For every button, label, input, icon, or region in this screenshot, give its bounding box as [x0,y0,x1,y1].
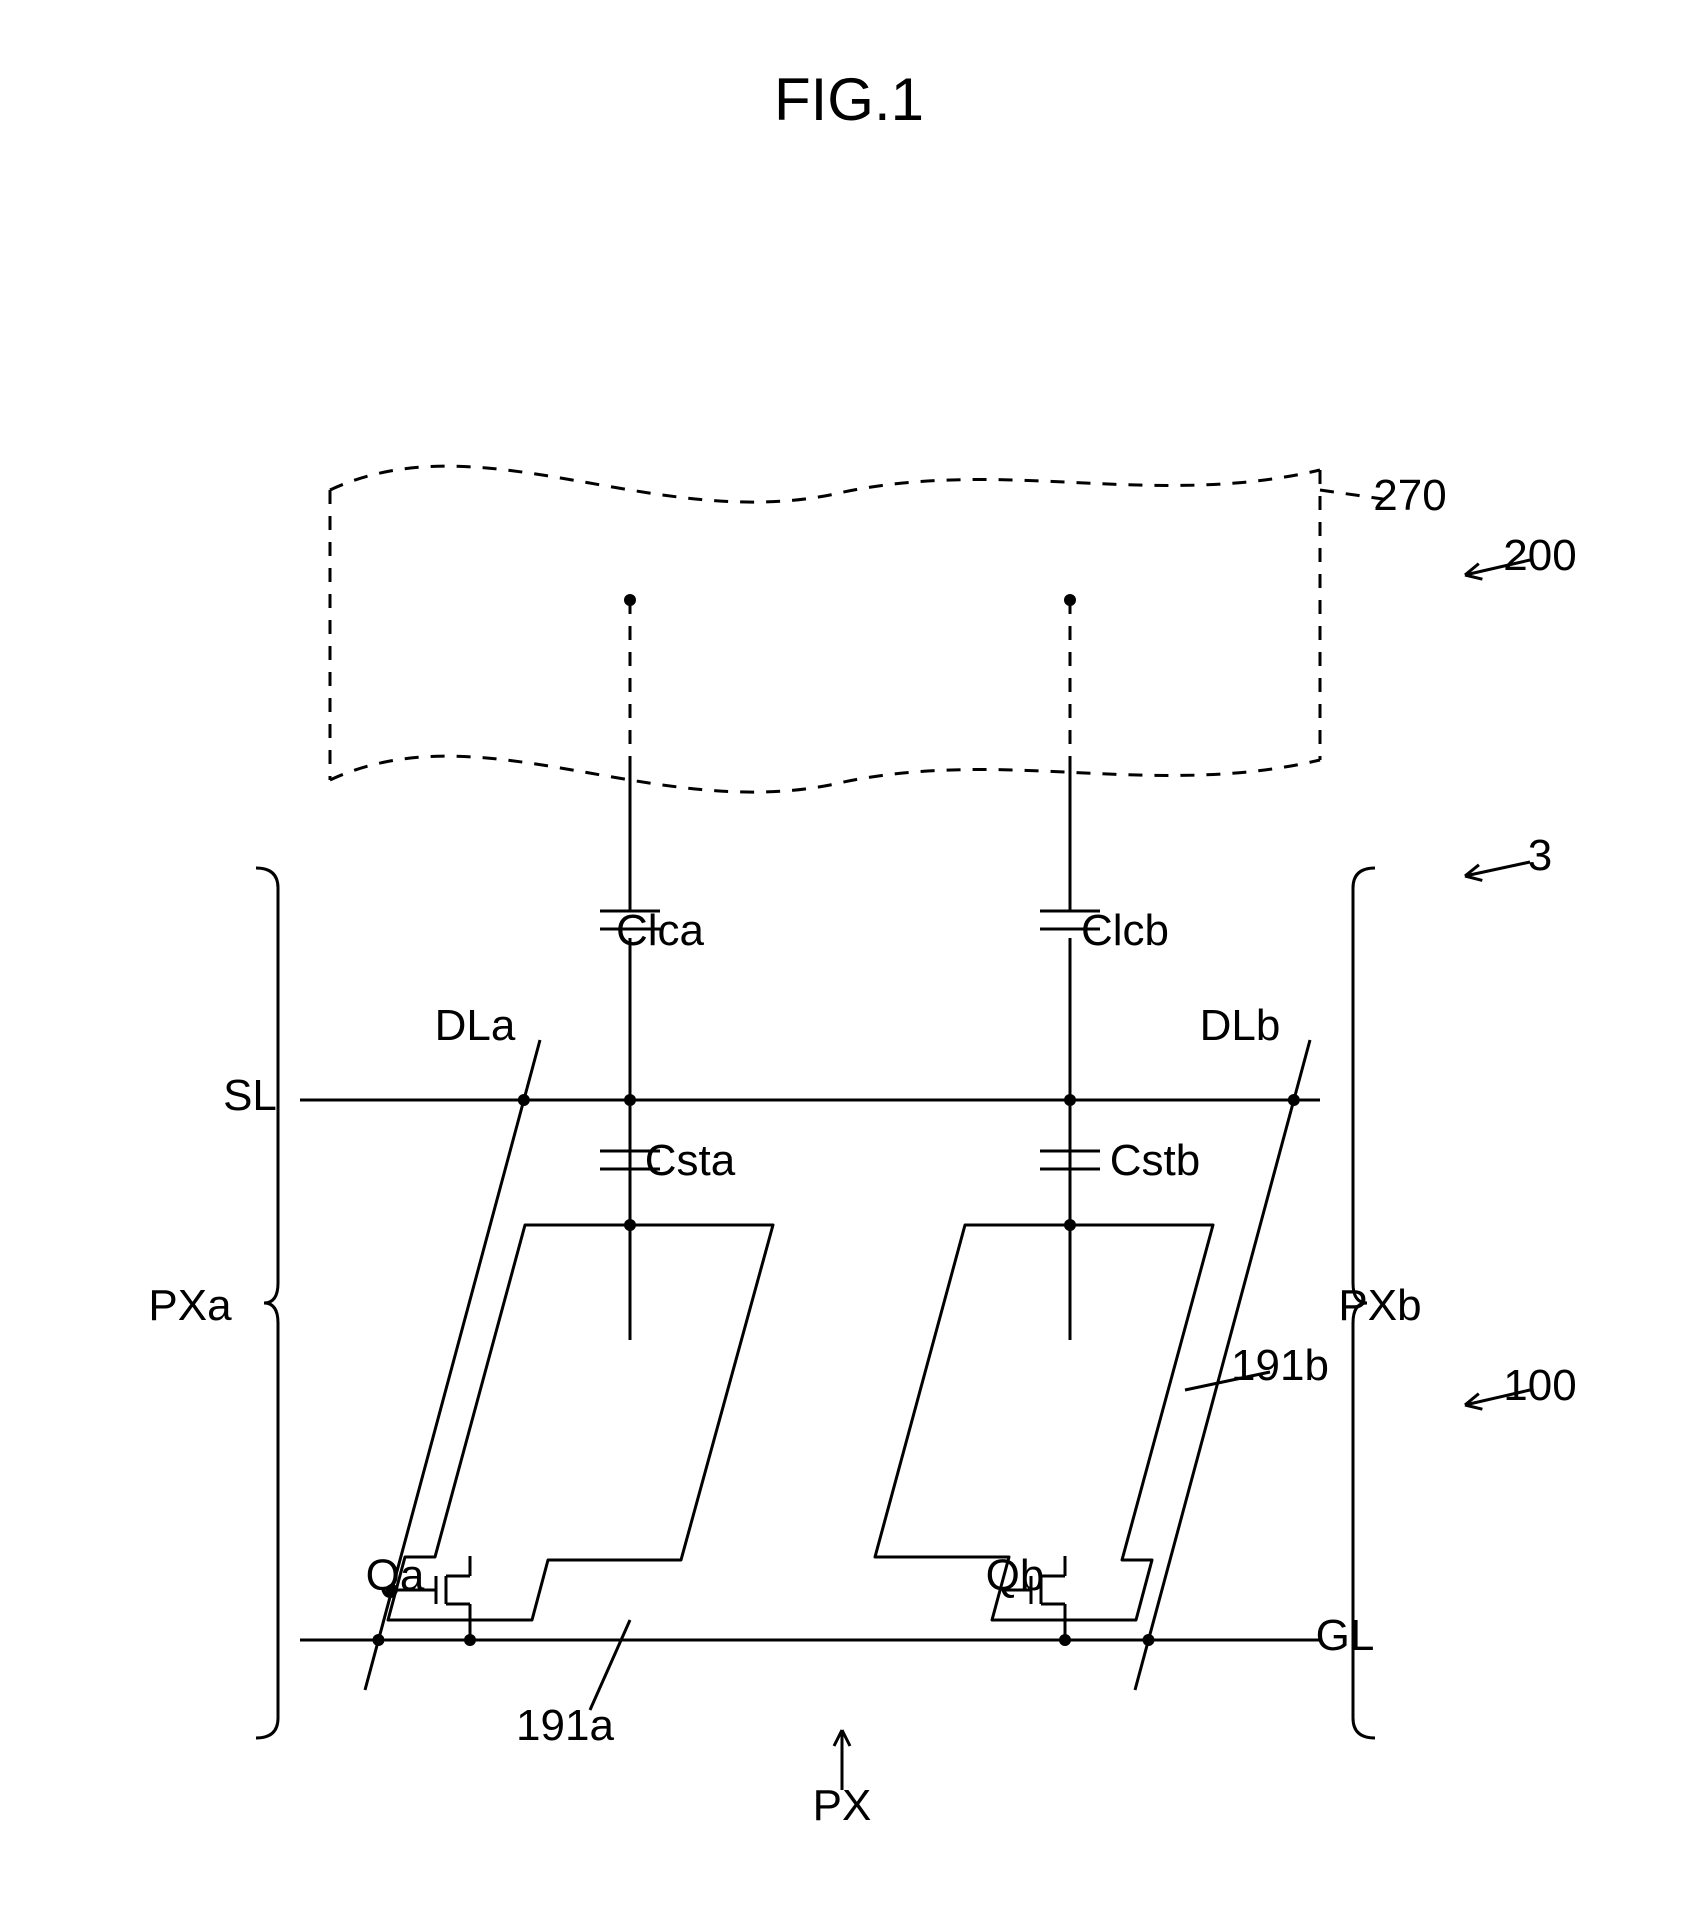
label-191a: 191a [516,1701,614,1750]
label-PXa: PXa [148,1281,232,1330]
label-PXb: PXb [1338,1281,1421,1330]
label-100: 100 [1503,1361,1576,1410]
upper-plate-270 [330,466,1390,792]
label-Qa: Qa [366,1551,425,1600]
braces [256,868,1375,1738]
labels: 3 100 200 270 Clca Clcb DLa DLb SL Csta Cstb PXa PXb… [148,471,1576,1830]
figure-canvas: FIG.1 3 100 200 270 Clca Clcb DLa DLb SL Csta Cstb… [0,0,1698,1905]
figure-title: FIG.1 [774,66,924,133]
label-GL: GL [1316,1611,1375,1660]
label-Clcb: Clcb [1081,906,1169,955]
label-Csta: Csta [645,1136,736,1185]
label-DLa: DLa [435,1001,516,1050]
label-191b: 191b [1231,1341,1329,1390]
label-Cstb: Cstb [1110,1136,1200,1185]
capacitors [600,600,1100,1340]
label-SL: SL [223,1071,277,1120]
label-270: 270 [1373,471,1446,520]
label-3: 3 [1528,831,1552,880]
transistors [386,1556,1071,1646]
label-Clca: Clca [616,906,705,955]
pixel-electrodes [388,1225,1213,1620]
diagram-svg: FIG.1 3 100 200 270 Clca Clcb DLa DLb SL Csta Cstb… [0,0,1698,1905]
label-DLb: DLb [1200,1001,1281,1050]
label-PX: PX [813,1781,872,1830]
label-Qb: Qb [986,1551,1045,1600]
label-200: 200 [1503,531,1576,580]
